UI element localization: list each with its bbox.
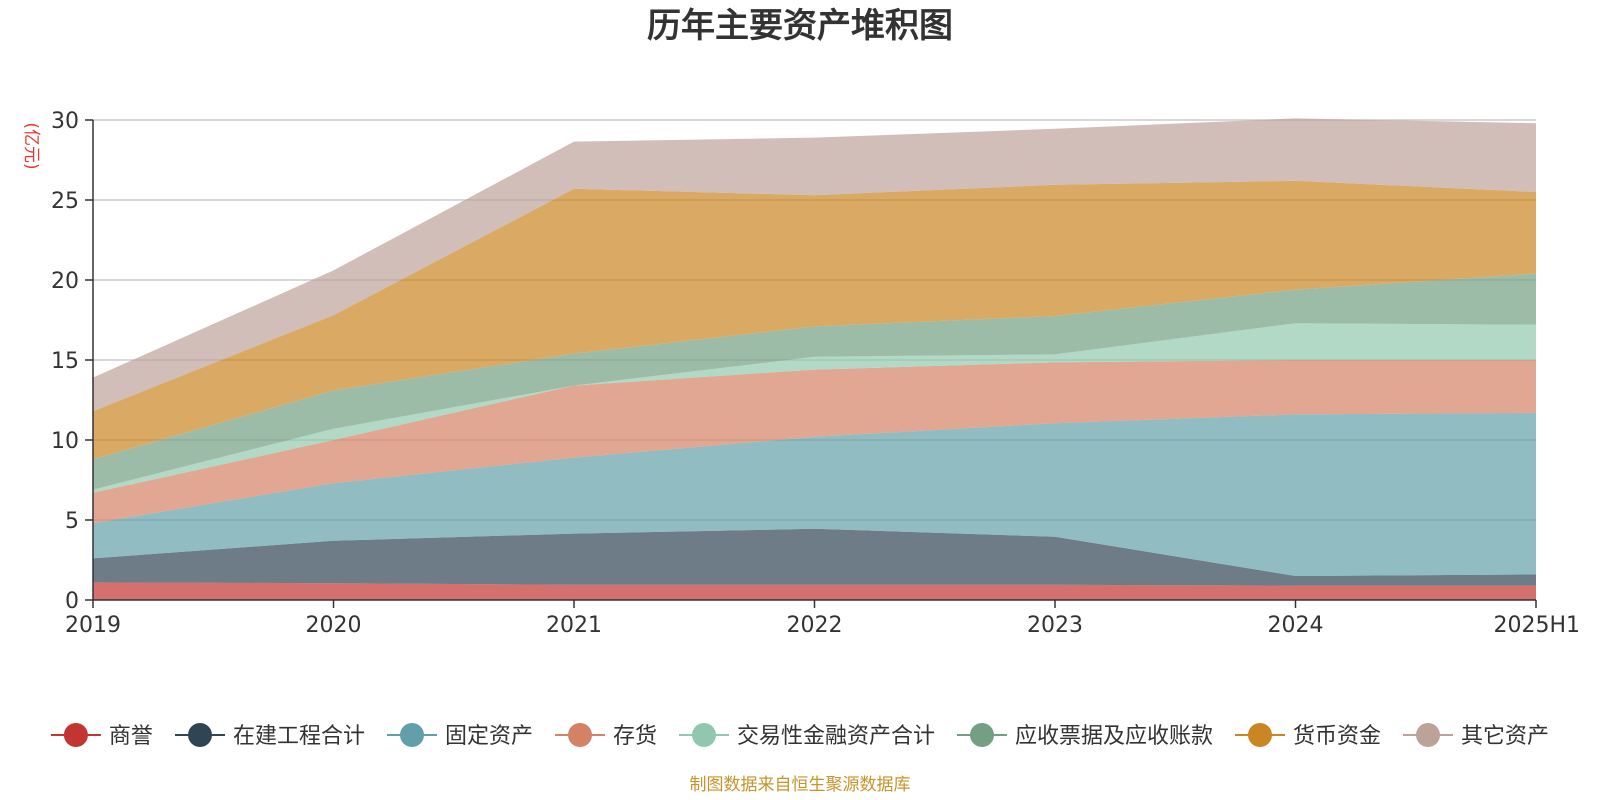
area-series-3[interactable] <box>93 412 1536 576</box>
x-tick-label: 2020 <box>306 613 362 638</box>
y-tick-label: 0 <box>65 589 79 614</box>
legend-label: 货币资金 <box>1293 724 1381 749</box>
area-series-1[interactable] <box>93 582 1536 600</box>
legend-circle-icon <box>970 723 994 747</box>
y-axis-unit-label: (亿元) <box>21 122 41 169</box>
legend-item-2[interactable]: 在建工程合计 <box>175 723 365 749</box>
x-tick-label: 2023 <box>1027 613 1083 638</box>
legend-circle-icon <box>1416 723 1440 747</box>
y-tick-label: 30 <box>51 109 79 134</box>
legend-label: 固定资产 <box>445 724 533 749</box>
legend-item-1[interactable]: 商誉 <box>50 723 153 749</box>
y-tick-label: 20 <box>51 269 79 294</box>
legend[interactable]: 商誉 在建工程合计 固定资产 存货 交易性金融资产合计 应收票据及应收账款 货币资金 其它资产 <box>50 723 1549 749</box>
area-series-4[interactable] <box>93 360 1536 524</box>
legend-item-6[interactable]: 应收票据及应收账款 <box>957 723 1213 749</box>
legend-item-5[interactable]: 交易性金融资产合计 <box>679 723 935 749</box>
legend-circle-icon <box>568 723 592 747</box>
area-series-2[interactable] <box>93 528 1536 586</box>
y-tick-label: 15 <box>51 349 79 374</box>
legend-label: 存货 <box>613 724 657 749</box>
x-tick-label: 2025H1 <box>1493 613 1580 638</box>
legend-item-3[interactable]: 固定资产 <box>387 723 533 749</box>
y-tick-label: 10 <box>51 429 79 454</box>
x-tick-label: 2019 <box>65 613 121 638</box>
series-areas <box>93 118 1536 600</box>
x-tick-label: 2024 <box>1268 613 1324 638</box>
legend-label: 交易性金融资产合计 <box>737 724 935 749</box>
legend-label: 商誉 <box>109 724 153 749</box>
area-series-6[interactable] <box>93 273 1536 490</box>
x-tick-label: 2021 <box>546 613 602 638</box>
axes: 0 5 10 15 20 25 30 2019 2020 2021 2022 2023 2024 2025… <box>51 109 1580 638</box>
legend-item-7[interactable]: 货币资金 <box>1235 723 1381 749</box>
legend-circle-icon <box>188 723 212 747</box>
area-series-8[interactable] <box>93 118 1536 412</box>
legend-circle-icon <box>400 723 424 747</box>
legend-label: 应收票据及应收账款 <box>1015 724 1213 749</box>
y-tick-label: 5 <box>65 509 79 534</box>
chart-title: 历年主要资产堆积图 <box>647 6 953 46</box>
legend-circle-icon <box>63 723 88 747</box>
x-tick-label: 2022 <box>787 613 843 638</box>
legend-label: 在建工程合计 <box>233 724 365 749</box>
y-tick-label: 25 <box>51 189 79 214</box>
legend-item-8[interactable]: 其它资产 <box>1403 723 1549 749</box>
legend-label: 其它资产 <box>1461 724 1549 749</box>
area-series-7[interactable] <box>93 180 1536 460</box>
legend-circle-icon <box>1248 723 1272 747</box>
area-series-5[interactable] <box>93 323 1536 493</box>
legend-item-4[interactable]: 存货 <box>555 723 657 749</box>
data-source-note: 制图数据来自恒生聚源数据库 <box>690 775 911 795</box>
legend-circle-icon <box>692 723 716 747</box>
